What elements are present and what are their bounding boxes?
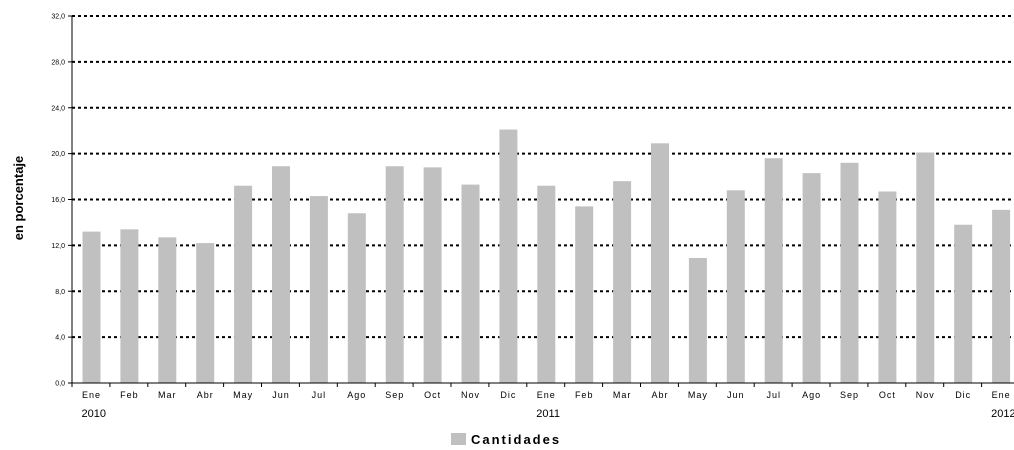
bar bbox=[878, 191, 897, 383]
bar bbox=[234, 185, 253, 383]
legend: Cantidades bbox=[451, 432, 561, 447]
bar bbox=[158, 237, 177, 383]
bar bbox=[461, 184, 480, 383]
y-tick-label: 32,0 bbox=[51, 14, 65, 21]
x-tick-label: Jul bbox=[312, 390, 327, 400]
x-tick-label: Nov bbox=[916, 390, 935, 400]
axes bbox=[71, 16, 1014, 387]
year-label: 2012 bbox=[991, 408, 1014, 420]
y-tick-label: 12,0 bbox=[51, 243, 65, 250]
legend-label: Cantidades bbox=[471, 432, 561, 447]
bar bbox=[992, 209, 1011, 383]
y-tick-label: 4,0 bbox=[55, 335, 65, 342]
bar bbox=[347, 213, 366, 383]
y-tick-label: 8,0 bbox=[55, 289, 65, 296]
x-tick-label: Ene bbox=[992, 390, 1011, 400]
x-tick-label: Mar bbox=[613, 390, 632, 400]
bar bbox=[272, 166, 290, 383]
bar bbox=[954, 224, 973, 383]
x-tick-label: Ago bbox=[802, 390, 821, 400]
bar bbox=[764, 158, 783, 383]
x-tick-label: Oct bbox=[879, 390, 896, 400]
bar bbox=[537, 185, 556, 383]
y-tick-label: 24,0 bbox=[51, 105, 65, 112]
bar bbox=[499, 129, 518, 383]
bar bbox=[688, 257, 707, 383]
y-tick-label: 20,0 bbox=[51, 151, 65, 158]
bar bbox=[423, 167, 442, 383]
bar bbox=[82, 231, 101, 383]
x-tick-label: Jun bbox=[272, 390, 290, 400]
x-tick-label: Feb bbox=[575, 390, 594, 400]
x-tick-label: Dic bbox=[500, 390, 516, 400]
bars bbox=[82, 129, 1011, 383]
x-tick-label: Sep bbox=[840, 390, 859, 400]
x-tick-label: Ago bbox=[347, 390, 366, 400]
bar bbox=[651, 143, 669, 383]
bar bbox=[575, 206, 594, 383]
y-tick-label: 0,0 bbox=[55, 381, 65, 388]
x-tick-label: Feb bbox=[120, 390, 139, 400]
x-tick-label: Sep bbox=[385, 390, 404, 400]
y-axis-label: en porcentaje bbox=[11, 156, 26, 241]
x-tick-label: Nov bbox=[461, 390, 480, 400]
x-tick-label: Ene bbox=[537, 390, 556, 400]
x-tick-label: Abr bbox=[651, 390, 668, 400]
bar bbox=[385, 166, 404, 383]
x-tick-label: May bbox=[688, 390, 708, 400]
bar bbox=[802, 173, 821, 383]
x-tick-label: Dic bbox=[955, 390, 971, 400]
x-tick-label: Abr bbox=[197, 390, 214, 400]
x-tick-label: Jul bbox=[766, 390, 781, 400]
bar bbox=[916, 152, 935, 383]
y-axis-ticks: 0,0 4,0 8,0 12,0 16,0 20,0 24,0 28,0 32,0 bbox=[51, 14, 72, 388]
bar bbox=[840, 162, 859, 383]
x-axis-labels: Ene Feb Mar Abr May Jun Jul Ago Sep Oct Nov Dic Ene F… bbox=[82, 390, 1014, 420]
year-label: 2011 bbox=[536, 408, 560, 420]
bar bbox=[309, 196, 328, 383]
bar bbox=[726, 190, 745, 383]
bar bbox=[613, 181, 632, 383]
x-tick-label: Mar bbox=[158, 390, 177, 400]
x-tick-label: May bbox=[233, 390, 253, 400]
x-tick-label: Oct bbox=[424, 390, 441, 400]
y-tick-label: 16,0 bbox=[51, 197, 65, 204]
bar bbox=[120, 229, 139, 383]
legend-swatch bbox=[451, 433, 466, 445]
y-tick-label: 28,0 bbox=[51, 59, 65, 66]
x-tick-label: Ene bbox=[82, 390, 101, 400]
x-tick-label: Jun bbox=[727, 390, 745, 400]
bar bbox=[196, 243, 215, 383]
year-label: 2010 bbox=[82, 408, 106, 420]
